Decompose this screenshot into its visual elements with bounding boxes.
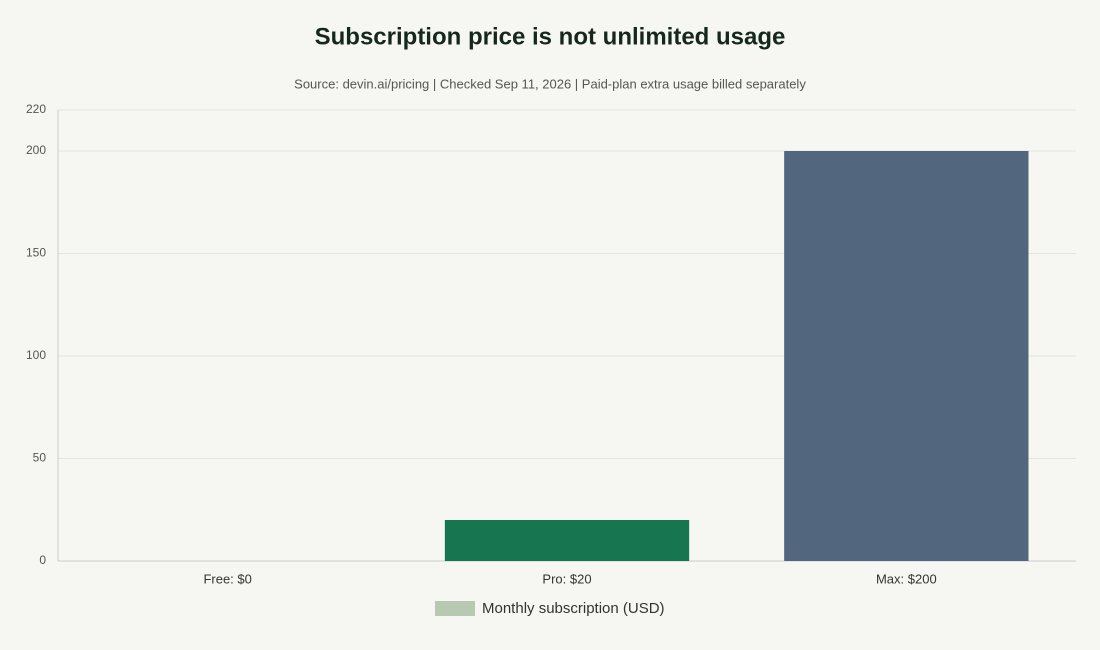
y-tick-label: 150 (26, 246, 46, 260)
x-tick-label: Max: $200 (876, 571, 937, 586)
chart-title: Subscription price is not unlimited usag… (315, 23, 786, 50)
bar (784, 151, 1029, 561)
x-tick-label: Pro: $20 (542, 571, 591, 586)
y-tick-label: 50 (33, 451, 47, 465)
legend-label: Monthly subscription (USD) (482, 600, 665, 617)
bar (444, 520, 690, 561)
legend-swatch (435, 601, 475, 616)
y-tick-label: 100 (26, 348, 46, 362)
y-tick-label: 200 (26, 143, 46, 157)
chart-subtitle: Source: devin.ai/pricing | Checked Sep 1… (294, 76, 806, 91)
x-tick-label: Free: $0 (203, 571, 251, 586)
y-tick-label: 220 (26, 102, 46, 116)
y-tick-label: 0 (39, 553, 46, 567)
